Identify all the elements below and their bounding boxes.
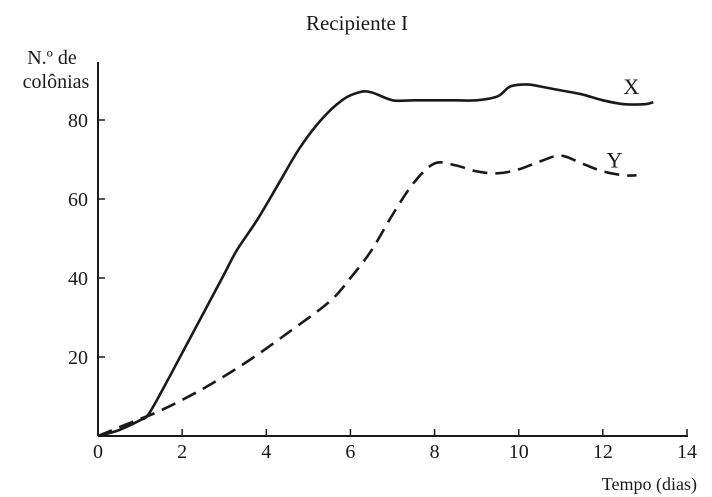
x-tick-label-10: 10 [509,441,529,463]
x-tick-label-4: 4 [261,441,271,463]
y-tick-label-20: 20 [68,347,88,369]
series-y-line [97,154,637,438]
series-x-label: X [623,74,639,99]
y-axis-label-line-2: colônias [23,71,90,93]
x-tick-label-6: 6 [345,441,355,463]
y-axis-label-line-1: N.º de [27,47,77,69]
x-tick-label-12: 12 [593,441,613,463]
chart-title: Recipiente I [306,11,408,35]
x-tick-label-14: 14 [677,441,697,463]
x-axis-label: Tempo (dias) [602,474,697,495]
y-tick-label-40: 40 [68,268,88,290]
y-tick-label-80: 80 [68,110,88,132]
series-group: XY [97,74,654,438]
axis-ticks: 0 2 4 6 8 10 12 14 20 40 60 80 [68,110,697,463]
x-tick-label-2: 2 [177,441,187,463]
x-tick-label-8: 8 [430,441,440,463]
series-y-label: Y [607,147,623,172]
x-tick-label-0: 0 [93,441,103,463]
y-tick-label-60: 60 [68,189,88,211]
series-x-line [97,83,654,438]
